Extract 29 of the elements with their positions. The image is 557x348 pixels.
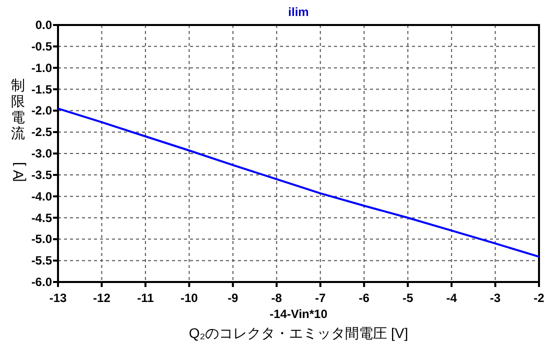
y-tick-label: -3.5 bbox=[31, 168, 52, 182]
y-tick-label: -1.0 bbox=[31, 60, 52, 75]
y-tick-label: -0.5 bbox=[31, 39, 52, 54]
text: Q₂のコレクタ・エミッタ間電圧 [V] bbox=[188, 325, 408, 341]
x-tick-label: -9 bbox=[228, 291, 239, 305]
x-tick-label: -10 bbox=[180, 291, 198, 305]
text: 制限電流 [A] bbox=[10, 77, 30, 182]
y-tick-label: -2.0 bbox=[31, 104, 52, 118]
x-tick-label: -3 bbox=[490, 291, 501, 305]
y-tick-label: -2.5 bbox=[31, 125, 52, 140]
chart-title: ilim bbox=[288, 5, 309, 19]
y-tick-label: 0.0 bbox=[35, 18, 52, 32]
x-tick-label: -8 bbox=[271, 291, 282, 305]
x-tick-label: -2 bbox=[534, 291, 545, 305]
x-tick-label: -4 bbox=[446, 291, 458, 305]
y-tick-label: -5.0 bbox=[31, 232, 52, 246]
y-tick-label: -1.5 bbox=[31, 82, 52, 96]
x-tick-label: -12 bbox=[93, 291, 111, 305]
y-tick-label: -3.0 bbox=[31, 146, 52, 160]
y-tick-label: -5.5 bbox=[31, 254, 52, 268]
y-tick-label: -6.0 bbox=[31, 275, 52, 289]
y-tick-label: -4.0 bbox=[31, 189, 52, 204]
x-tick-label: -7 bbox=[315, 291, 326, 305]
y-tick-label: -4.5 bbox=[31, 210, 52, 225]
x-axis-title: -14-Vin*10 bbox=[270, 307, 328, 321]
x-tick-label: -6 bbox=[358, 291, 370, 305]
x-tick-label: -11 bbox=[137, 291, 154, 305]
x-tick-label: -13 bbox=[49, 291, 67, 305]
x-tick-label: -5 bbox=[402, 291, 414, 305]
